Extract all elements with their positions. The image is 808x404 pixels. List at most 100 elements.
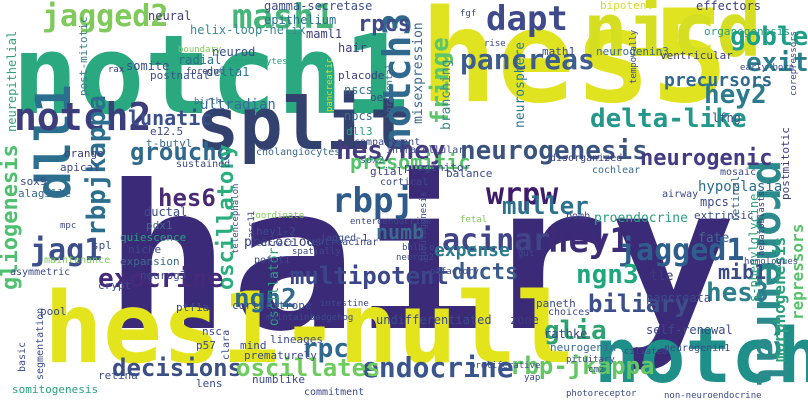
word-pituitary: pituitary <box>566 355 615 365</box>
word-neurog2: neurog2 <box>396 253 434 263</box>
word-morphogenesis: morphogenesis <box>770 236 789 362</box>
word-pdx1: pdx1 <box>146 219 173 232</box>
word-npcs: npcs <box>344 109 373 123</box>
word-non-neuroendocrine: non-neuroendocrine <box>664 391 762 401</box>
word-disorganized: disorganized <box>550 153 623 164</box>
word-muller: muller <box>502 192 589 220</box>
word-ultradian: ultradian <box>200 97 276 113</box>
word-groucho: groucho <box>130 138 232 166</box>
word-self-renewal: self-renewal <box>646 323 733 337</box>
word-rpcs: rpcs <box>358 12 411 37</box>
word-glia: glia <box>544 316 607 346</box>
word-proliferative: proliferative <box>470 361 541 371</box>
word-somitogenesis: somitogenesis <box>12 383 99 396</box>
word-basic: basic <box>17 341 28 372</box>
word-neurogenin: neurogenin <box>550 341 617 354</box>
word-rise: rise <box>484 39 506 49</box>
word-postmitotic: postmitotic <box>779 127 792 200</box>
word-fgf: fgf <box>460 9 477 19</box>
word-hes6: hes6 <box>158 184 216 212</box>
word-hey1: hey1 <box>548 221 630 261</box>
word-airway: airway <box>662 189 699 200</box>
word-gut: gut <box>518 249 535 259</box>
word-orange: orange <box>64 147 104 160</box>
word-oscillates: oscillates <box>236 354 381 382</box>
word-cmz: cmz <box>588 365 605 375</box>
word-ductal: ductal <box>144 205 188 219</box>
word-intestine: intestine <box>320 299 369 309</box>
word-progenitor: progenitor <box>404 161 471 174</box>
word-mosaic: mosaic <box>720 167 757 178</box>
word-helix-loop-helix: helix-loop-helix <box>190 23 306 37</box>
word-misexpression: misexpression <box>411 22 426 124</box>
word-compartment: compartment <box>354 137 421 148</box>
word-pool: pool <box>40 305 67 318</box>
word-oe: oe <box>370 91 384 104</box>
word-maintains: maintains <box>266 313 315 323</box>
word-precursors: precursors <box>664 70 773 91</box>
word-maml1: maml1 <box>306 27 343 41</box>
word-rax: rax <box>108 65 125 75</box>
word-boundary: boundary <box>178 45 222 55</box>
word-ducts: ducts <box>452 260 519 285</box>
word-lunatic: lunatic <box>128 106 213 130</box>
word-neurod: neurod <box>212 45 256 59</box>
word-niche: niche <box>128 243 162 256</box>
word-jag1: jag1 <box>30 233 103 268</box>
word-retinal: retinal <box>729 175 742 222</box>
word-cortical: cortical <box>380 177 429 188</box>
word-crypt: crypt <box>98 279 132 292</box>
word-hypoplasia: hypoplasia <box>698 179 783 195</box>
word-cholangiocytes: cholangiocytes <box>256 147 341 158</box>
word-homologues: homologues <box>744 257 799 267</box>
word-e12.5: e12.5 <box>150 125 184 138</box>
word-nscs: nscs <box>344 83 373 97</box>
word-neurogenin1: neurogenin1 <box>664 343 731 354</box>
word-notch: notch <box>594 311 808 400</box>
word-olfactory: olfactory <box>430 267 479 277</box>
word-neural: neural <box>148 9 192 23</box>
word-intracellular: intracellular <box>386 145 465 156</box>
word-hairy: hairy <box>104 143 737 376</box>
word-alagille: alagille <box>18 187 71 200</box>
word-exocrine: exocrine <box>98 264 224 294</box>
word-rbp-jkappa: rbp-jkappa <box>510 352 655 380</box>
word-ngn3: ngn3 <box>576 260 639 290</box>
word-hedgehog: hedgehog <box>310 313 354 323</box>
word-quiescence: quiescence <box>120 231 187 244</box>
word-notch1: notch1 <box>12 11 410 139</box>
word-hes3: hes3 <box>706 278 769 308</box>
word-endocrine: endocrine <box>362 351 514 384</box>
word-mash1: mash1 <box>232 0 335 37</box>
word-corticotrope: corticotrope <box>232 299 312 312</box>
word-clara: clara <box>221 329 232 360</box>
word-p57: p57 <box>196 339 216 352</box>
word-jagged2: jagged2 <box>42 0 169 34</box>
word-hes-hey: hes/hey <box>336 136 446 166</box>
word-asc11: asc11 <box>247 210 257 238</box>
word-sox2: sox2 <box>360 155 385 166</box>
word-spl: spl <box>92 239 112 252</box>
word-split: split <box>196 82 413 166</box>
word-wrpw: wrpw <box>486 177 559 212</box>
word-gamma-secretase: gamma-secretase <box>264 0 373 13</box>
word-post-mitotic: post-mitotic <box>77 16 90 96</box>
word-mpc: mpc <box>60 221 77 231</box>
word-extrinsic: extrinsic <box>694 209 754 222</box>
word-lens: lens <box>196 377 223 390</box>
word-multipotent: multipotent <box>290 262 449 290</box>
word-hey1-2: hey1-2 <box>256 225 296 238</box>
word-placode: placode <box>338 69 385 82</box>
word-jagged1: jagged1 <box>618 233 745 268</box>
word-expansion: expansion <box>120 255 180 268</box>
word-segmentation: segmentation <box>35 307 46 380</box>
word-numblike: numblike <box>252 373 305 386</box>
word-numb: numb <box>376 220 425 244</box>
word-pancreatic: pancreatic <box>325 57 335 112</box>
word-acinar: acinar <box>442 223 551 258</box>
word-birth: birth <box>194 97 222 107</box>
word-math1: math1 <box>542 45 576 58</box>
word-precocious: precocious <box>244 235 323 250</box>
word-branching: branching <box>439 59 454 130</box>
